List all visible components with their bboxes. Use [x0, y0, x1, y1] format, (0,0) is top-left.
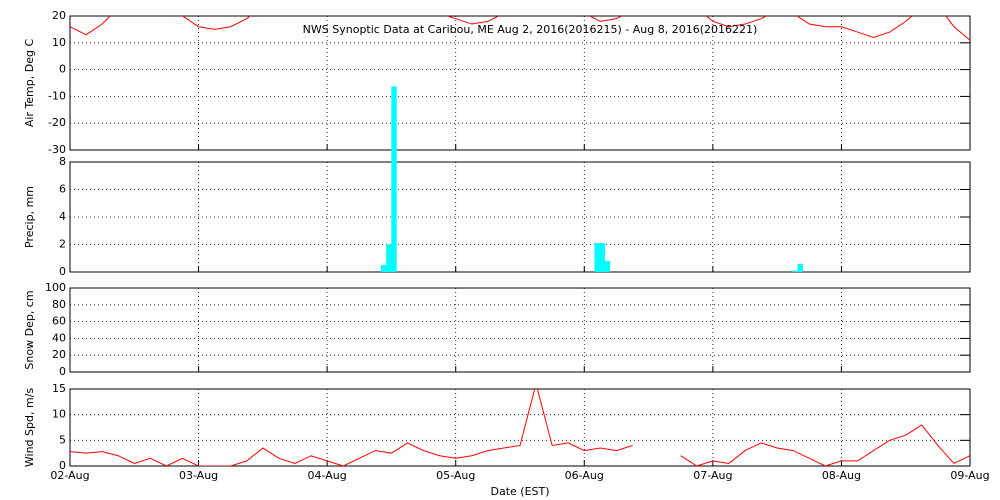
y-tick-label: 0 [59, 365, 66, 378]
y-tick-label: 80 [52, 298, 66, 311]
y-tick-label: 10 [52, 36, 66, 49]
x-tick-label: 02-Aug [50, 469, 89, 482]
y-tick-label: 2 [59, 238, 66, 251]
bar [381, 265, 387, 272]
plot-frame [69, 15, 971, 151]
bar [594, 243, 600, 272]
panel: -30 -20 -10 0 10 20 Air Temp, Deg C [23, 9, 971, 156]
y-tick-label: 10 [52, 408, 66, 421]
y-tick-label: 8 [59, 155, 66, 168]
x-axis-label: Date (EST) [490, 485, 549, 498]
data-line [70, 16, 970, 41]
y-tick-label: 20 [52, 348, 66, 361]
bar [604, 261, 611, 272]
bar [386, 244, 392, 272]
x-tick-label: 09-Aug [950, 469, 989, 482]
bar [797, 263, 803, 272]
x-tick-label: 06-Aug [565, 469, 604, 482]
plot-frame [69, 388, 971, 467]
y-tick-label: -10 [48, 89, 66, 102]
x-tick-label: 07-Aug [693, 469, 732, 482]
y-tick-label: 100 [45, 281, 66, 294]
y-tick-label: -30 [48, 143, 66, 156]
y-tick-label: 6 [59, 183, 66, 196]
y-tick-label: 15 [52, 382, 66, 395]
plot-frame [69, 161, 971, 273]
bar [599, 243, 605, 272]
y-tick-label: 20 [52, 9, 66, 22]
panel: 0 5 10 15 02-Aug 03-Aug 04-Aug 05-Aug 06-Aug 07-A… [23, 382, 990, 498]
x-tick-label: 03-Aug [179, 469, 218, 482]
y-axis-label: Snow Dep, cm [23, 290, 36, 369]
y-axis-label: Wind Spd, m/s [23, 388, 36, 468]
chart-title: NWS Synoptic Data at Caribou, ME Aug 2, … [303, 23, 758, 36]
panel: 0 20 40 60 80 100 Snow Dep, cm [23, 281, 971, 378]
y-tick-label: 0 [59, 63, 66, 76]
y-axis-label: Air Temp, Deg C [23, 39, 36, 128]
y-tick-label: 0 [59, 265, 66, 278]
panel: 0 2 4 6 8 Precip, mm [23, 155, 971, 278]
y-tick-label: 5 [59, 433, 66, 446]
x-tick-label: 05-Aug [436, 469, 475, 482]
data-line [680, 424, 970, 466]
y-tick-label: 40 [52, 331, 66, 344]
bar [391, 86, 397, 272]
bar [792, 270, 798, 272]
x-tick-label: 08-Aug [822, 469, 861, 482]
y-tick-label: 60 [52, 315, 66, 328]
y-tick-label: -20 [48, 116, 66, 129]
y-tick-label: 4 [59, 210, 66, 223]
data-line [70, 389, 633, 466]
y-axis-label: Precip, mm [23, 186, 36, 248]
plot-frame [69, 287, 971, 373]
y-tick-label: 0 [59, 459, 66, 472]
x-tick-label: 04-Aug [308, 469, 347, 482]
